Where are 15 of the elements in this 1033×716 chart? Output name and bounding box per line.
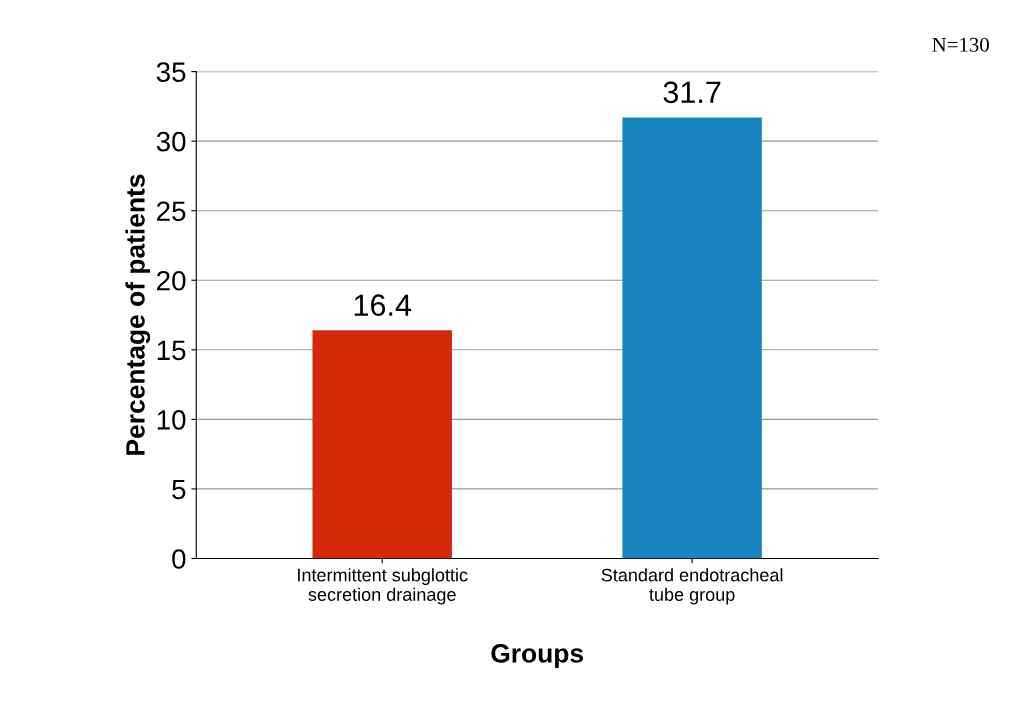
data-label: 31.7	[663, 81, 721, 104]
x-tick-label: Intermittent subglottic secretion drainage	[298, 568, 468, 605]
y-axis-title: Percentage of patients	[125, 174, 151, 455]
text: N=130	[932, 37, 989, 52]
y-tick-label: 10	[157, 410, 186, 430]
y-tick-label: 30	[156, 131, 186, 152]
data-label: 16.4	[354, 294, 412, 316]
x-tick-label: Standard endotracheal tube group	[601, 568, 783, 605]
x-axis-title: Groups	[491, 644, 583, 668]
y-tick-label: 20	[157, 270, 186, 291]
y-tick-label: 0	[172, 549, 186, 569]
y-tick-label: 35	[156, 62, 186, 82]
y-tick-label: 15	[157, 340, 186, 361]
y-tick-label: 25	[157, 201, 186, 222]
y-tick-label: 5	[172, 479, 186, 500]
